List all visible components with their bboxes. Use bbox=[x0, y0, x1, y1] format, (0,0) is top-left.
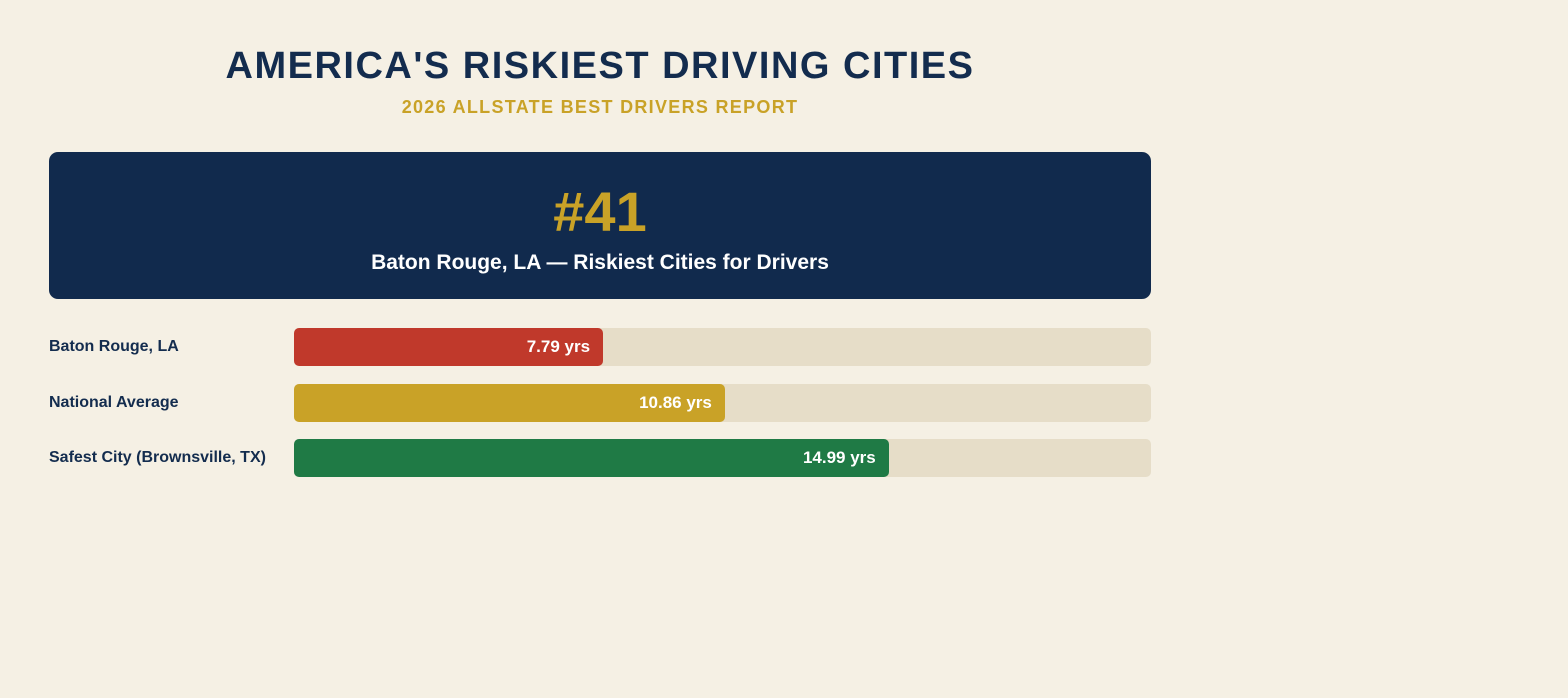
bar-row: Baton Rouge, LA 7.79 yrs bbox=[49, 328, 1151, 366]
bar-value-label: 10.86 yrs bbox=[639, 392, 712, 412]
bar-category-label: National Average bbox=[49, 393, 179, 411]
bar: 14.99 yrs bbox=[294, 439, 889, 477]
header: AMERICA'S RISKIEST DRIVING CITIES 2026 A… bbox=[49, 42, 1151, 118]
rank-label: Baton Rouge, LA — Riskiest Cities for Dr… bbox=[371, 251, 829, 274]
bar-row: Safest City (Brownsville, TX) 14.99 yrs bbox=[49, 439, 1151, 477]
bar: 10.86 yrs bbox=[294, 383, 725, 422]
rank-number: #41 bbox=[553, 180, 647, 243]
page-subtitle: 2026 ALLSTATE BEST DRIVERS REPORT bbox=[401, 97, 799, 117]
bar-row: National Average 10.86 yrs bbox=[49, 383, 1151, 422]
rank-card: #41 Baton Rouge, LA — Riskiest Cities fo… bbox=[49, 152, 1151, 299]
bar-category-label: Baton Rouge, LA bbox=[49, 338, 179, 355]
bar-track: 7.79 yrs bbox=[294, 328, 1151, 366]
bar-chart: Baton Rouge, LA 7.79 yrs National Average 1… bbox=[49, 328, 1151, 495]
bar-value-label: 14.99 yrs bbox=[802, 448, 876, 467]
bar-track: 10.86 yrs bbox=[294, 383, 1151, 422]
bar-category-label: Safest City (Brownsville, TX) bbox=[49, 449, 266, 466]
bar-value-label: 7.79 yrs bbox=[526, 337, 591, 356]
page-title: AMERICA'S RISKIEST DRIVING CITIES bbox=[225, 45, 975, 87]
bar-track: 14.99 yrs bbox=[294, 439, 1151, 477]
bar: 7.79 yrs bbox=[294, 328, 604, 366]
